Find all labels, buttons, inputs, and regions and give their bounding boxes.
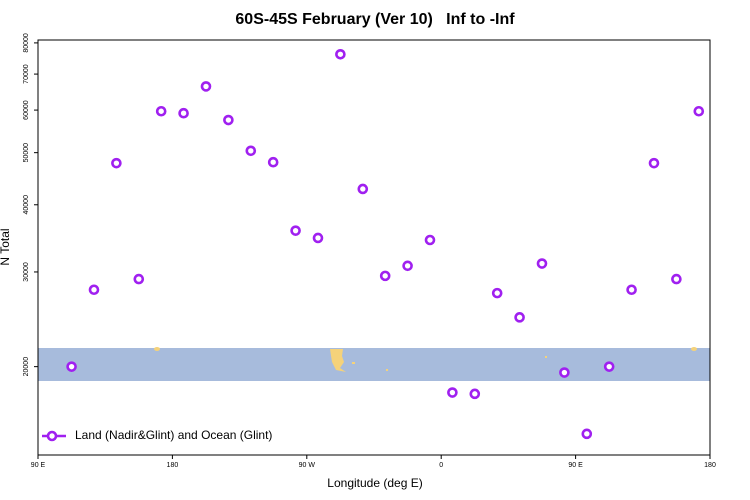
point [267,156,279,168]
y-axis-label: N Total [0,228,12,265]
point [335,48,346,60]
point [379,270,391,282]
point [536,258,548,269]
plot-frame [37,39,711,456]
point [133,273,145,285]
point [469,388,481,400]
y-tick-label: 50000 [23,143,30,163]
point [312,232,324,244]
x-tick-label: 180 [167,462,179,469]
point [648,157,660,169]
point [514,312,525,323]
y-tick-label: 20000 [23,357,30,377]
legend-marker [46,430,58,442]
point [178,107,189,119]
point [155,105,167,117]
point [402,260,413,272]
y-tick-label: 70000 [23,64,30,84]
point [693,105,705,117]
point [424,234,436,246]
point [245,145,257,157]
land-shapes [154,347,697,372]
point [581,428,593,440]
point [626,284,637,296]
point [491,287,503,299]
point [290,225,301,236]
y-tick-label: 30000 [23,262,30,282]
point [66,361,77,372]
x-tick-label: 0 [439,462,443,469]
point [200,81,212,92]
point [111,157,122,169]
point [447,387,458,398]
chart-title: 60S-45S February (Ver 10) Inf to -Inf [235,11,515,28]
legend-label: Land (Nadir&Glint) and Ocean (Glint) [75,428,272,442]
point [223,114,234,126]
x-tick-label: 90 E [568,462,583,469]
y-tick-label: 60000 [23,100,30,120]
point [357,183,369,195]
point [603,361,615,372]
point [88,284,100,296]
map-band [38,348,710,381]
y-tick-label: 40000 [23,195,30,215]
y-tick-label: 80000 [23,33,30,53]
x-tick-label: 180 [704,462,716,469]
point [671,273,682,285]
point [559,367,570,378]
x-tick-label: 90 E [31,462,46,469]
x-tick-label: 90 W [299,462,316,469]
x-axis-label: Longitude (deg E) [327,476,422,490]
